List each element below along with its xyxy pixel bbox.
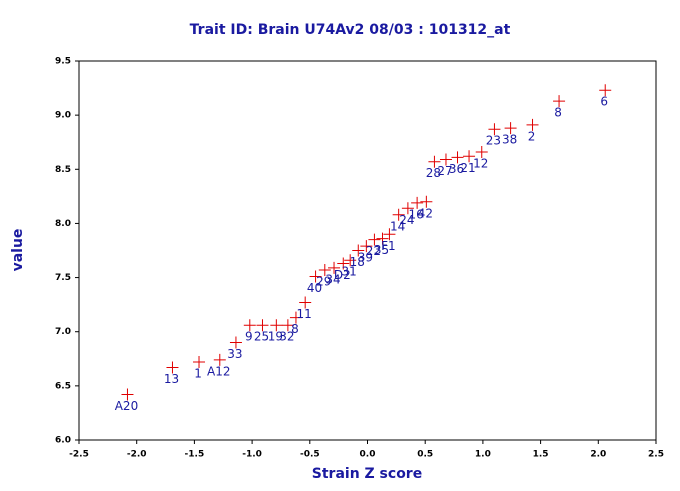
- x-axis-label: Strain Z score: [312, 466, 422, 482]
- point-label: 32: [279, 330, 294, 344]
- point-label: 23: [486, 134, 501, 148]
- point-label: 2: [528, 129, 536, 143]
- point-label: 42: [418, 206, 433, 220]
- point-label: 40: [307, 281, 322, 295]
- point-marker: [376, 232, 389, 245]
- point-label: 8: [291, 322, 299, 336]
- point-marker: [229, 336, 242, 349]
- point-marker: [328, 261, 341, 274]
- point-label: 29: [316, 274, 331, 288]
- point-label: F1: [381, 239, 396, 253]
- point-label: 24: [399, 213, 414, 227]
- point-label: 31: [342, 265, 357, 279]
- point-marker: [411, 196, 424, 209]
- point-marker: [270, 319, 283, 332]
- point-label: 25: [254, 330, 269, 344]
- x-tick-label: 1.0: [475, 450, 491, 460]
- x-tick-label: -1.5: [185, 450, 205, 460]
- y-tick-label: 6.0: [55, 436, 71, 446]
- point-marker: [289, 311, 302, 324]
- point-label: 19: [268, 330, 283, 344]
- point-marker: [299, 296, 312, 309]
- point-label: 6: [600, 95, 608, 109]
- point-marker: [463, 150, 476, 163]
- point-label: 8: [554, 106, 562, 120]
- point-marker: [121, 388, 134, 401]
- point-label: A20: [115, 399, 138, 413]
- chart-title: Trait ID: Brain U74Av2 08/03 : 101312_at: [190, 22, 511, 38]
- y-tick-label: 8.0: [55, 219, 71, 229]
- point-marker: [420, 195, 433, 208]
- point-marker: [352, 244, 365, 257]
- y-tick-label: 7.0: [55, 327, 71, 337]
- point-label: 9: [245, 330, 253, 344]
- x-tick-label: -1.0: [242, 450, 262, 460]
- y-axis-label: value: [10, 229, 26, 272]
- point-label: 28: [426, 166, 441, 180]
- point-marker: [337, 257, 350, 270]
- point-marker: [599, 84, 612, 97]
- x-tick-label: 2.0: [590, 450, 606, 460]
- point-marker: [193, 356, 206, 369]
- y-tick-label: 9.5: [55, 57, 71, 67]
- y-tick-label: 6.5: [55, 381, 71, 391]
- point-label: 12: [473, 156, 488, 170]
- x-tick-label: -2.0: [127, 450, 147, 460]
- y-tick-label: 9.0: [55, 111, 71, 121]
- point-marker: [526, 118, 539, 131]
- point-label: 33: [227, 347, 242, 361]
- point-marker: [360, 240, 373, 253]
- point-marker: [368, 233, 381, 246]
- point-label: 27: [437, 164, 452, 178]
- point-label: 14: [390, 219, 405, 233]
- point-label: 13: [164, 372, 179, 386]
- point-marker: [392, 208, 405, 221]
- point-label: D2: [334, 268, 351, 282]
- point-label: 35: [374, 243, 389, 257]
- point-marker: [256, 319, 269, 332]
- point-marker: [243, 319, 256, 332]
- point-marker: [504, 122, 517, 135]
- point-label: 18: [350, 255, 365, 269]
- point-label: 21: [460, 161, 475, 175]
- point-label: 16: [408, 207, 423, 221]
- point-label: 1: [194, 367, 202, 381]
- point-label: 22: [366, 244, 381, 258]
- point-label: 36: [449, 162, 464, 176]
- x-tick-label: -0.5: [300, 450, 320, 460]
- x-tick-label: 2.5: [648, 450, 664, 460]
- point-label: 11: [297, 307, 312, 321]
- point-label: 34: [325, 272, 340, 286]
- point-marker: [213, 353, 226, 366]
- point-marker: [318, 263, 331, 276]
- point-marker: [553, 95, 566, 108]
- point-marker: [309, 270, 322, 283]
- point-marker: [401, 202, 414, 215]
- x-tick-label: 1.5: [533, 450, 549, 460]
- point-marker: [451, 151, 464, 164]
- x-tick-label: 0.5: [417, 450, 433, 460]
- point-marker: [344, 254, 357, 267]
- point-marker: [166, 361, 179, 374]
- x-tick-label: -2.5: [69, 450, 89, 460]
- point-marker: [488, 123, 501, 136]
- point-label: 39: [358, 251, 373, 265]
- point-marker: [383, 228, 396, 241]
- x-tick-label: 0.0: [360, 450, 376, 460]
- point-label: A12: [207, 364, 230, 378]
- point-marker: [475, 145, 488, 158]
- y-tick-label: 8.5: [55, 165, 71, 175]
- y-tick-label: 7.5: [55, 273, 71, 283]
- point-label: 38: [502, 133, 517, 147]
- point-marker: [439, 153, 452, 166]
- point-marker: [281, 319, 294, 332]
- point-marker: [428, 155, 441, 168]
